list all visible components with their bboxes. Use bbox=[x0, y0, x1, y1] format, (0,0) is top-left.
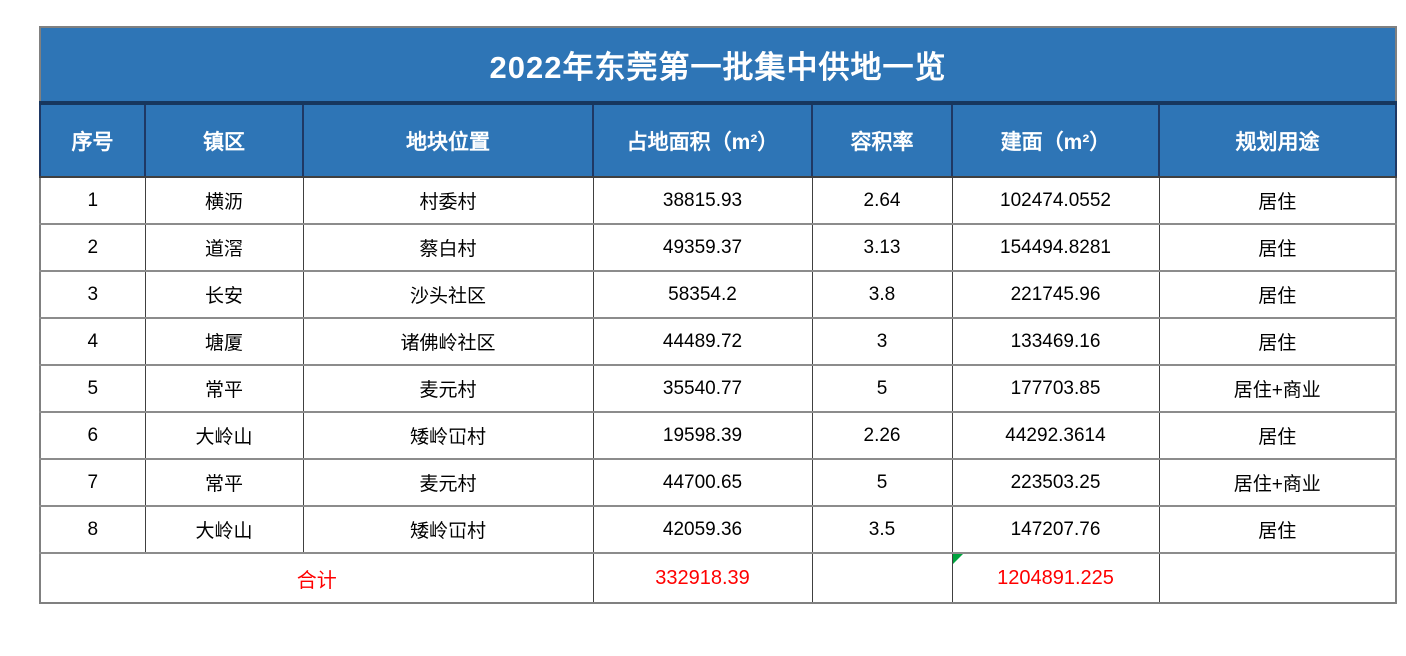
cell-far[interactable]: 2.64 bbox=[811, 177, 953, 225]
cell-gfa[interactable]: 44292.3614 bbox=[951, 412, 1160, 460]
cell-area[interactable]: 42059.36 bbox=[592, 506, 813, 554]
cell-town[interactable]: 常平 bbox=[144, 459, 304, 507]
cell-area[interactable]: 44700.65 bbox=[592, 459, 813, 507]
cell-use[interactable]: 居住 bbox=[1158, 271, 1397, 319]
spreadsheet-area: 2022年东莞第一批集中供地一览 序号 镇区 地块位置 占地面积（m²） 容积率… bbox=[39, 26, 1398, 604]
cell-use[interactable]: 居住 bbox=[1158, 177, 1397, 225]
cell-use[interactable]: 居住 bbox=[1158, 318, 1397, 366]
total-label-cell[interactable]: 合计 bbox=[39, 552, 594, 603]
cell-far[interactable]: 5 bbox=[811, 365, 953, 413]
cell-area[interactable]: 38815.93 bbox=[592, 177, 813, 225]
cell-use[interactable]: 居住 bbox=[1158, 506, 1397, 554]
cell-no[interactable]: 8 bbox=[39, 506, 146, 554]
cell-use[interactable]: 居住 bbox=[1158, 412, 1397, 460]
column-header-no[interactable]: 序号 bbox=[39, 103, 146, 178]
table-row: 1 横沥 村委村 38815.93 2.64 102474.0552 居住 bbox=[39, 177, 1397, 225]
cell-no[interactable]: 2 bbox=[39, 224, 146, 272]
cell-location[interactable]: 矮岭冚村 bbox=[302, 412, 594, 460]
table-body: 1 横沥 村委村 38815.93 2.64 102474.0552 居住 2 道滘 蔡白村 493… bbox=[39, 177, 1397, 554]
cell-far[interactable]: 5 bbox=[811, 459, 953, 507]
cell-town[interactable]: 横沥 bbox=[144, 177, 304, 225]
cell-far[interactable]: 2.26 bbox=[811, 412, 953, 460]
cell-town[interactable]: 塘厦 bbox=[144, 318, 304, 366]
cell-no[interactable]: 3 bbox=[39, 271, 146, 319]
total-area-cell[interactable]: 332918.39 bbox=[592, 552, 813, 603]
column-header-location[interactable]: 地块位置 bbox=[302, 103, 594, 178]
cell-location[interactable]: 麦元村 bbox=[302, 365, 594, 413]
table-row: 8 大岭山 矮岭冚村 42059.36 3.5 147207.76 居住 bbox=[39, 506, 1397, 554]
table-row: 5 常平 麦元村 35540.77 5 177703.85 居住+商业 bbox=[39, 365, 1397, 413]
cell-town[interactable]: 道滘 bbox=[144, 224, 304, 272]
total-use-cell[interactable] bbox=[1158, 552, 1397, 603]
cell-area[interactable]: 19598.39 bbox=[592, 412, 813, 460]
column-header-row: 序号 镇区 地块位置 占地面积（m²） 容积率 建面（m²） 规划用途 bbox=[39, 103, 1398, 178]
cell-gfa[interactable]: 177703.85 bbox=[951, 365, 1160, 413]
table-row: 4 塘厦 诸佛岭社区 44489.72 3 133469.16 居住 bbox=[39, 318, 1397, 366]
cell-gfa[interactable]: 223503.25 bbox=[951, 459, 1160, 507]
cell-location[interactable]: 村委村 bbox=[302, 177, 594, 225]
total-far-cell[interactable] bbox=[811, 552, 953, 603]
cell-far[interactable]: 3.5 bbox=[811, 506, 953, 554]
cell-far[interactable]: 3.8 bbox=[811, 271, 953, 319]
cell-no[interactable]: 7 bbox=[39, 459, 146, 507]
cell-town[interactable]: 大岭山 bbox=[144, 506, 304, 554]
cell-far[interactable]: 3 bbox=[811, 318, 953, 366]
cell-location[interactable]: 诸佛岭社区 bbox=[302, 318, 594, 366]
cell-location[interactable]: 矮岭冚村 bbox=[302, 506, 594, 554]
cell-area[interactable]: 58354.2 bbox=[592, 271, 813, 319]
total-row: 合计 332918.39 1204891.225 bbox=[39, 552, 1397, 603]
table-row: 3 长安 沙头社区 58354.2 3.8 221745.96 居住 bbox=[39, 271, 1397, 319]
land-supply-table: 2022年东莞第一批集中供地一览 序号 镇区 地块位置 占地面积（m²） 容积率… bbox=[39, 26, 1398, 604]
cell-gfa[interactable]: 102474.0552 bbox=[951, 177, 1160, 225]
column-header-far[interactable]: 容积率 bbox=[811, 103, 953, 178]
cell-gfa[interactable]: 221745.96 bbox=[951, 271, 1160, 319]
table-row: 2 道滘 蔡白村 49359.37 3.13 154494.8281 居住 bbox=[39, 224, 1397, 272]
cell-town[interactable]: 长安 bbox=[144, 271, 304, 319]
table-row: 7 常平 麦元村 44700.65 5 223503.25 居住+商业 bbox=[39, 459, 1397, 507]
cell-no[interactable]: 4 bbox=[39, 318, 146, 366]
cell-gfa[interactable]: 133469.16 bbox=[951, 318, 1160, 366]
error-indicator-triangle-icon bbox=[952, 554, 963, 564]
cell-no[interactable]: 1 bbox=[39, 177, 146, 225]
cell-no[interactable]: 5 bbox=[39, 365, 146, 413]
table-row: 6 大岭山 矮岭冚村 19598.39 2.26 44292.3614 居住 bbox=[39, 412, 1397, 460]
cell-area[interactable]: 49359.37 bbox=[592, 224, 813, 272]
cell-location[interactable]: 蔡白村 bbox=[302, 224, 594, 272]
cell-gfa[interactable]: 147207.76 bbox=[951, 506, 1160, 554]
cell-no[interactable]: 6 bbox=[39, 412, 146, 460]
cell-area[interactable]: 44489.72 bbox=[592, 318, 813, 366]
total-gfa-value: 1204891.225 bbox=[997, 566, 1114, 589]
column-header-gfa[interactable]: 建面（m²） bbox=[951, 103, 1160, 178]
cell-use[interactable]: 居住+商业 bbox=[1158, 459, 1397, 507]
cell-location[interactable]: 麦元村 bbox=[302, 459, 594, 507]
page-title[interactable]: 2022年东莞第一批集中供地一览 bbox=[40, 27, 1397, 105]
cell-use[interactable]: 居住 bbox=[1158, 224, 1397, 272]
cell-town[interactable]: 大岭山 bbox=[144, 412, 304, 460]
cell-area[interactable]: 35540.77 bbox=[592, 365, 813, 413]
cell-use[interactable]: 居住+商业 bbox=[1158, 365, 1397, 413]
column-header-use[interactable]: 规划用途 bbox=[1157, 103, 1398, 178]
column-header-area[interactable]: 占地面积（m²） bbox=[592, 103, 813, 178]
column-header-town[interactable]: 镇区 bbox=[144, 103, 304, 178]
cell-gfa[interactable]: 154494.8281 bbox=[951, 224, 1160, 272]
title-row: 2022年东莞第一批集中供地一览 bbox=[40, 27, 1397, 105]
cell-town[interactable]: 常平 bbox=[144, 365, 304, 413]
cell-far[interactable]: 3.13 bbox=[811, 224, 953, 272]
cell-location[interactable]: 沙头社区 bbox=[302, 271, 594, 319]
total-gfa-cell[interactable]: 1204891.225 bbox=[951, 552, 1160, 603]
